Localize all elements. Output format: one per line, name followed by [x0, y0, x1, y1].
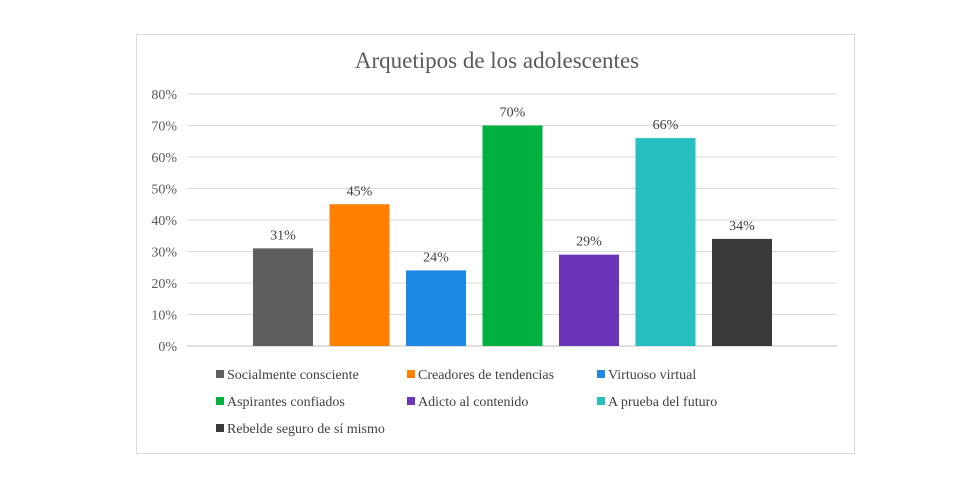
data-label: 34% — [729, 219, 755, 234]
legend-label: Aspirantes confiados — [227, 395, 345, 410]
y-tick-label: 80% — [151, 88, 177, 103]
legend-label: Adicto al contenido — [418, 395, 528, 410]
legend-label: Creadores de tendencias — [418, 368, 554, 383]
data-label: 70% — [500, 106, 526, 121]
bar — [253, 248, 313, 346]
legend-swatch — [216, 370, 224, 378]
legend-swatch — [407, 397, 415, 405]
chart-title: Arquetipos de los adolescentes — [355, 48, 639, 73]
bar — [635, 138, 696, 346]
legend-swatch — [216, 424, 224, 432]
y-tick-label: 10% — [151, 309, 177, 324]
y-tick-label: 20% — [151, 277, 177, 292]
bar — [329, 204, 390, 346]
bar — [406, 270, 466, 346]
legend-swatch — [597, 370, 605, 378]
y-tick-label: 50% — [151, 183, 177, 198]
bar — [712, 238, 772, 346]
y-tick-label: 70% — [151, 120, 177, 135]
legend-label: Socialmente consciente — [227, 368, 359, 383]
y-tick-label: 60% — [151, 151, 177, 166]
legend-swatch — [407, 370, 415, 378]
bar — [559, 254, 619, 346]
y-tick-label: 30% — [151, 246, 177, 261]
data-labels: 31% 45% 24% 70% 29% 66% 34% — [270, 106, 755, 266]
legend-label: Rebelde seguro de sí mismo — [227, 422, 385, 437]
bars — [253, 125, 772, 346]
data-label: 45% — [347, 184, 373, 199]
legend: Socialmente consciente Creadores de tende… — [216, 368, 717, 437]
legend-label: A prueba del futuro — [608, 395, 717, 410]
legend-swatch — [597, 397, 605, 405]
data-label: 31% — [270, 228, 296, 243]
data-label: 29% — [576, 235, 602, 250]
data-label: 24% — [423, 250, 449, 265]
bar-chart: Arquetipos de los adolescentes 0% 10% 20% 3… — [151, 48, 837, 437]
y-tick-label: 0% — [158, 340, 177, 355]
y-tick-label: 40% — [151, 214, 177, 229]
data-label: 66% — [653, 118, 679, 133]
legend-swatch — [216, 397, 224, 405]
chart-frame: Arquetipos de los adolescentes 0% 10% 20% 3… — [136, 34, 855, 454]
y-axis-ticks: 0% 10% 20% 30% 40% 50% 60% 70% 80% — [151, 88, 177, 355]
legend-label: Virtuoso virtual — [608, 368, 696, 383]
bar — [482, 125, 543, 346]
